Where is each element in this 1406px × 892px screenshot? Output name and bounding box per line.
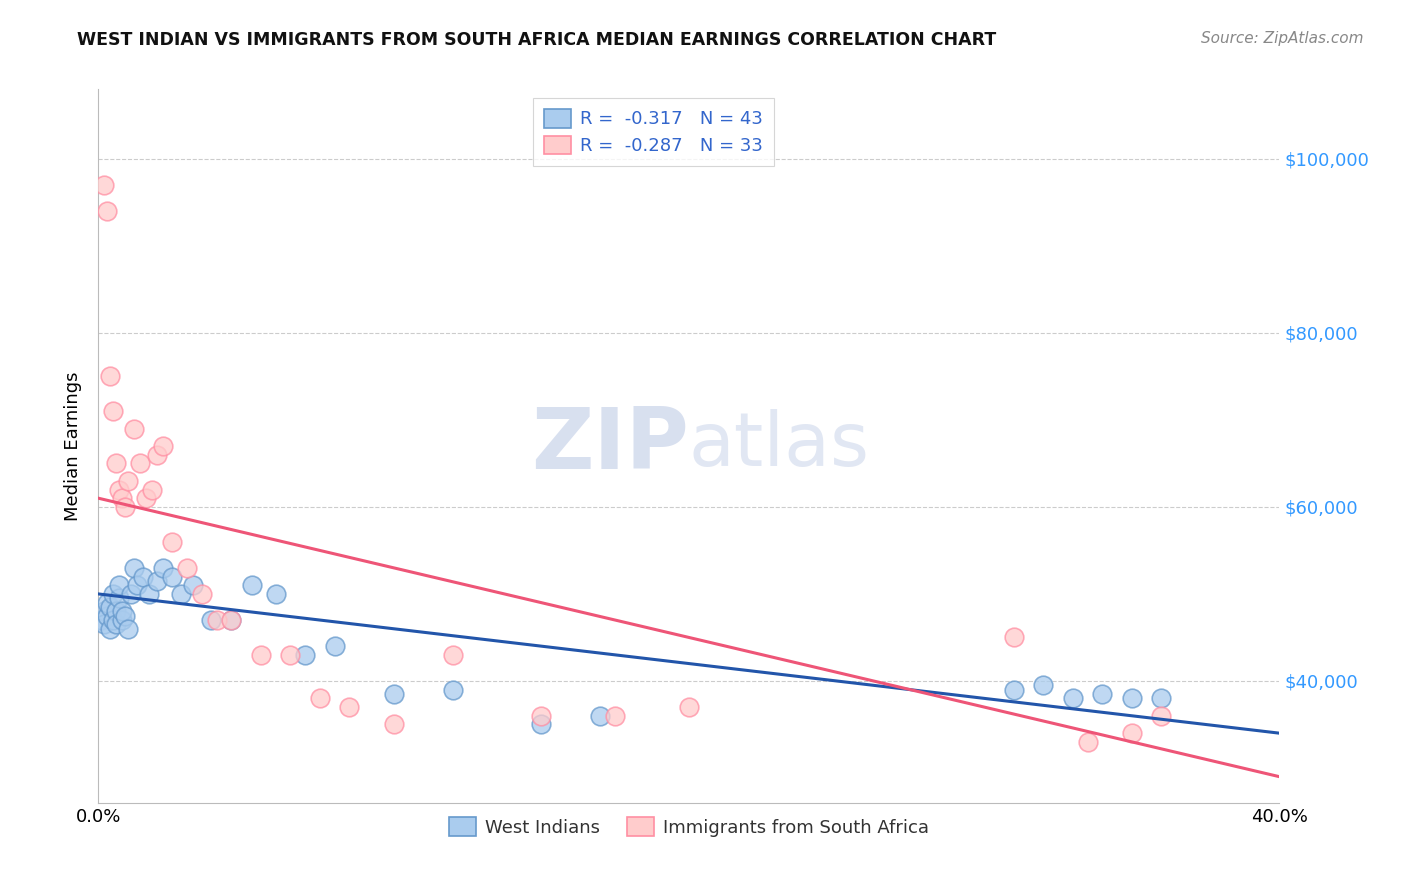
Point: [108, 591, 131, 606]
Point: [176, 561, 198, 575]
Point: [323, 639, 346, 653]
Point: [103, 404, 125, 418]
Point: [111, 613, 134, 627]
Point: [96, 204, 118, 219]
Point: [678, 700, 700, 714]
Point: [103, 613, 125, 627]
Point: [170, 587, 193, 601]
Point: [294, 648, 316, 662]
Point: [205, 613, 228, 627]
Text: atlas: atlas: [689, 409, 870, 483]
Point: [152, 439, 174, 453]
Point: [98, 622, 121, 636]
Point: [146, 574, 169, 588]
Point: [382, 687, 405, 701]
Point: [441, 682, 464, 697]
Point: [90, 613, 112, 627]
Point: [96, 596, 118, 610]
Point: [114, 608, 136, 623]
Point: [96, 608, 118, 623]
Point: [93, 178, 115, 192]
Point: [128, 457, 150, 471]
Point: [441, 648, 464, 662]
Point: [98, 369, 121, 384]
Point: [382, 717, 405, 731]
Point: [105, 457, 128, 471]
Point: [132, 569, 155, 583]
Point: [1091, 687, 1114, 701]
Point: [125, 578, 148, 592]
Point: [117, 474, 139, 488]
Point: [605, 708, 627, 723]
Point: [181, 578, 204, 592]
Point: [138, 587, 160, 601]
Point: [200, 613, 222, 627]
Point: [93, 617, 115, 632]
Point: [530, 708, 553, 723]
Point: [98, 599, 121, 614]
Point: [1150, 691, 1173, 706]
Point: [1077, 735, 1099, 749]
Point: [114, 500, 136, 514]
Point: [530, 717, 553, 731]
Point: [111, 604, 134, 618]
Point: [135, 491, 157, 506]
Point: [105, 604, 128, 618]
Point: [93, 604, 115, 618]
Point: [162, 534, 183, 549]
Point: [1062, 691, 1084, 706]
Point: [141, 483, 163, 497]
Point: [122, 561, 145, 575]
Point: [105, 617, 128, 632]
Point: [1002, 682, 1025, 697]
Point: [146, 448, 169, 462]
Point: [162, 569, 183, 583]
Point: [120, 587, 142, 601]
Point: [221, 613, 243, 627]
Point: [191, 587, 214, 601]
Point: [111, 491, 134, 506]
Point: [152, 561, 174, 575]
Point: [589, 708, 612, 723]
Point: [240, 578, 263, 592]
Text: WEST INDIAN VS IMMIGRANTS FROM SOUTH AFRICA MEDIAN EARNINGS CORRELATION CHART: WEST INDIAN VS IMMIGRANTS FROM SOUTH AFR…: [77, 31, 997, 49]
Text: Source: ZipAtlas.com: Source: ZipAtlas.com: [1201, 31, 1364, 46]
Point: [108, 483, 131, 497]
Point: [264, 587, 287, 601]
Y-axis label: Median Earnings: Median Earnings: [65, 371, 83, 521]
Point: [309, 691, 332, 706]
Point: [103, 587, 125, 601]
Point: [1002, 631, 1025, 645]
Point: [280, 648, 302, 662]
Point: [250, 648, 273, 662]
Point: [1150, 708, 1173, 723]
Point: [339, 700, 361, 714]
Point: [1121, 691, 1143, 706]
Point: [117, 622, 139, 636]
Legend: West Indians, Immigrants from South Africa: West Indians, Immigrants from South Afri…: [441, 810, 936, 844]
Text: ZIP: ZIP: [531, 404, 689, 488]
Point: [221, 613, 243, 627]
Point: [108, 578, 131, 592]
Point: [122, 421, 145, 435]
Point: [1032, 678, 1054, 692]
Point: [1121, 726, 1143, 740]
